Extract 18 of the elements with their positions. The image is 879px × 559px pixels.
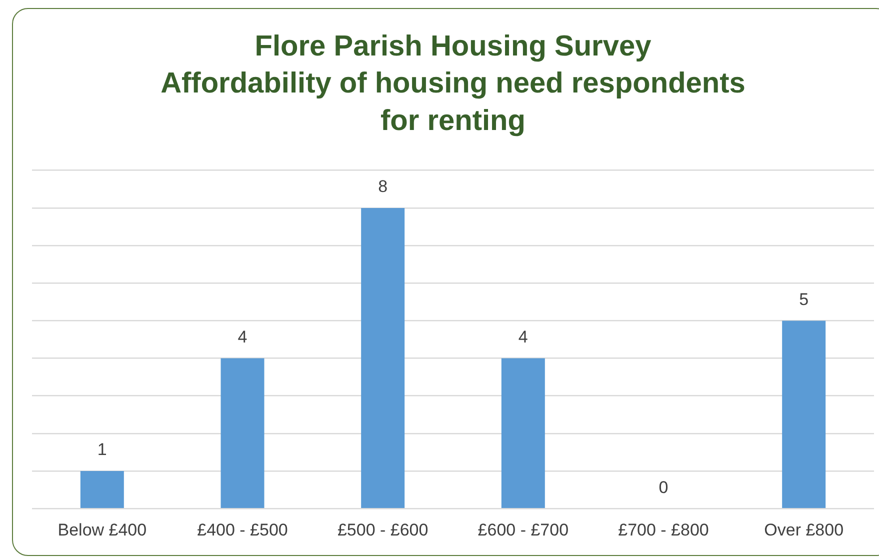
- data-label: 4: [518, 327, 528, 346]
- x-tick-label: Below £400: [58, 520, 147, 540]
- bar: [361, 208, 405, 508]
- bar: [501, 358, 545, 508]
- bar: [782, 320, 826, 508]
- x-tick-label: Over £800: [764, 520, 844, 540]
- x-tick-label: £500 - £600: [337, 520, 428, 540]
- x-tick-label: £400 - £500: [197, 520, 288, 540]
- bar: [220, 358, 264, 508]
- x-tick-label: £600 - £700: [478, 520, 569, 540]
- data-label: 0: [658, 478, 668, 497]
- data-label: 8: [378, 177, 388, 196]
- data-label: 1: [97, 440, 107, 460]
- chart-title: Flore Parish Housing Survey Affordability of housing need respondents for renting: [160, 30, 746, 137]
- data-label: 4: [238, 327, 248, 346]
- data-label: 5: [799, 290, 809, 309]
- x-tick-label: £700 - £800: [618, 520, 709, 540]
- bar: [80, 471, 124, 508]
